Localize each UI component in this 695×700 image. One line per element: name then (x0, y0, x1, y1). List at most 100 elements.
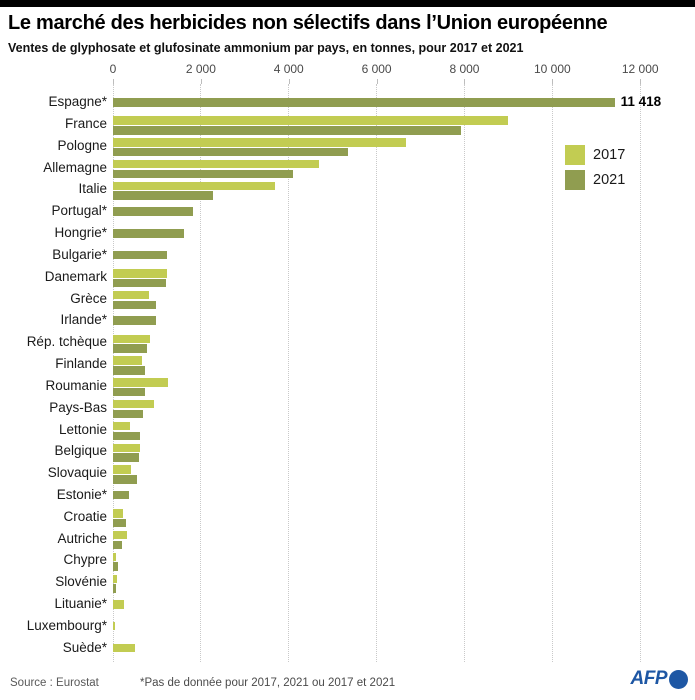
bar-2021 (113, 191, 213, 200)
bar-2021 (113, 250, 168, 260)
bar-2021 (113, 562, 119, 571)
chart-row: Pays-Bas (0, 397, 695, 419)
bar-2021 (113, 475, 137, 484)
legend-item-2021: 2021 (565, 170, 625, 190)
category-label: Italie (78, 181, 107, 197)
afp-logo-circle (669, 669, 688, 689)
x-tick-label: 2 000 (185, 62, 216, 76)
category-label: Autriche (57, 530, 107, 546)
legend-item-2017: 2017 (565, 145, 625, 165)
x-tick-label: 6 000 (361, 62, 392, 76)
footnote-text: *Pas de donnée pour 2017, 2021 ou 2017 e… (140, 677, 396, 689)
chart-row: Grèce (0, 288, 695, 310)
bar-2021 (113, 207, 193, 216)
bar-2017 (113, 530, 128, 540)
chart-row: Italie (0, 178, 695, 200)
category-label: France (64, 116, 107, 132)
bar-2017 (113, 334, 150, 344)
bar-2017 (113, 290, 150, 300)
category-label: Grèce (70, 290, 107, 306)
afp-logo: AFP (630, 668, 688, 690)
chart-row: Belgique (0, 440, 695, 462)
category-label: Danemark (44, 268, 107, 284)
gridline-6000 (376, 84, 378, 662)
bar-2021 (113, 387, 146, 397)
bar-2017 (113, 181, 276, 191)
bar-2021 (113, 300, 157, 310)
bar-2021 (113, 169, 294, 179)
bar-2017 (113, 138, 407, 147)
chart-row: Roumanie (0, 375, 695, 397)
x-tick-mark (200, 79, 202, 84)
gridline-8000 (463, 84, 465, 662)
chart-row: Hongrie* (0, 222, 695, 244)
bar-2017 (113, 621, 115, 631)
bar-2021 (113, 126, 462, 135)
category-label: Allemagne (43, 159, 107, 175)
source-text: Source : Eurostat (10, 677, 99, 689)
category-label: Finlande (55, 356, 107, 372)
chart-row: Estonie* (0, 484, 695, 506)
category-label: Suède* (62, 639, 107, 655)
bar-2017 (113, 574, 118, 584)
x-tick-mark (464, 79, 466, 84)
bar-2021 (113, 409, 143, 419)
bar-2017 (113, 269, 168, 278)
category-label: Luxembourg* (26, 617, 107, 633)
top-black-bar (0, 0, 695, 7)
x-tick-mark (640, 79, 642, 84)
chart-row: Luxembourg* (0, 615, 695, 637)
bar-2021 (113, 540, 123, 550)
bar-2021 (113, 490, 129, 500)
bar-2017 (113, 643, 135, 653)
gridline-4000 (288, 84, 290, 662)
chart-row: France (0, 113, 695, 135)
x-tick-mark (113, 79, 114, 84)
legend: 2017 2021 (565, 145, 625, 195)
bar-2021 (113, 98, 615, 107)
legend-label-2021: 2021 (593, 172, 626, 188)
category-label: Slovaquie (47, 465, 107, 481)
bar-2017 (113, 421, 130, 431)
bar-2017 (113, 600, 125, 609)
category-label: Slovénie (55, 574, 107, 590)
x-tick-mark (552, 79, 554, 84)
x-tick-label: 8 000 (449, 62, 480, 76)
chart-row: Slovénie (0, 571, 695, 593)
chart-row: Croatie (0, 506, 695, 528)
category-label: Estonie* (56, 486, 107, 502)
chart-row: Pologne (0, 135, 695, 157)
chart-row: Autriche (0, 528, 695, 550)
chart-row: Finlande (0, 353, 695, 375)
category-label: Belgique (54, 443, 107, 459)
x-tick-mark (376, 79, 378, 84)
category-label: Hongrie* (54, 225, 107, 241)
category-label: Lettonie (58, 421, 107, 437)
chart-subtitle: Ventes de glyphosate et glufosinate ammo… (8, 41, 524, 55)
chart-row: Suède* (0, 637, 695, 659)
chart-row: Lettonie (0, 419, 695, 441)
gridline-10000 (551, 84, 553, 662)
bar-2021 (113, 344, 148, 353)
chart-row: Espagne* 11 418 (0, 91, 695, 113)
category-label: Portugal* (51, 203, 107, 219)
bar-2021 (113, 518, 127, 528)
bar-2017 (113, 116, 509, 125)
bar-2017 (113, 552, 116, 562)
chart-row: Allemagne (0, 157, 695, 179)
gridline-12000 (639, 84, 641, 662)
category-label: Lituanie* (54, 596, 107, 612)
bar-2021 (113, 147, 349, 157)
x-tick-label: 10 000 (533, 62, 571, 76)
afp-logo-text: AFP (630, 668, 668, 689)
bar-2021 (113, 366, 146, 375)
x-tick-label: 12 000 (621, 62, 659, 76)
bar-2017 (113, 509, 123, 518)
bar-2021 (113, 453, 139, 462)
category-label: Pays-Bas (49, 399, 107, 415)
category-label: Espagne* (48, 94, 107, 110)
category-label: Croatie (63, 508, 107, 524)
x-tick-mark (288, 79, 290, 84)
category-label: Bulgarie* (52, 246, 107, 262)
chart-row: Danemark (0, 266, 695, 288)
